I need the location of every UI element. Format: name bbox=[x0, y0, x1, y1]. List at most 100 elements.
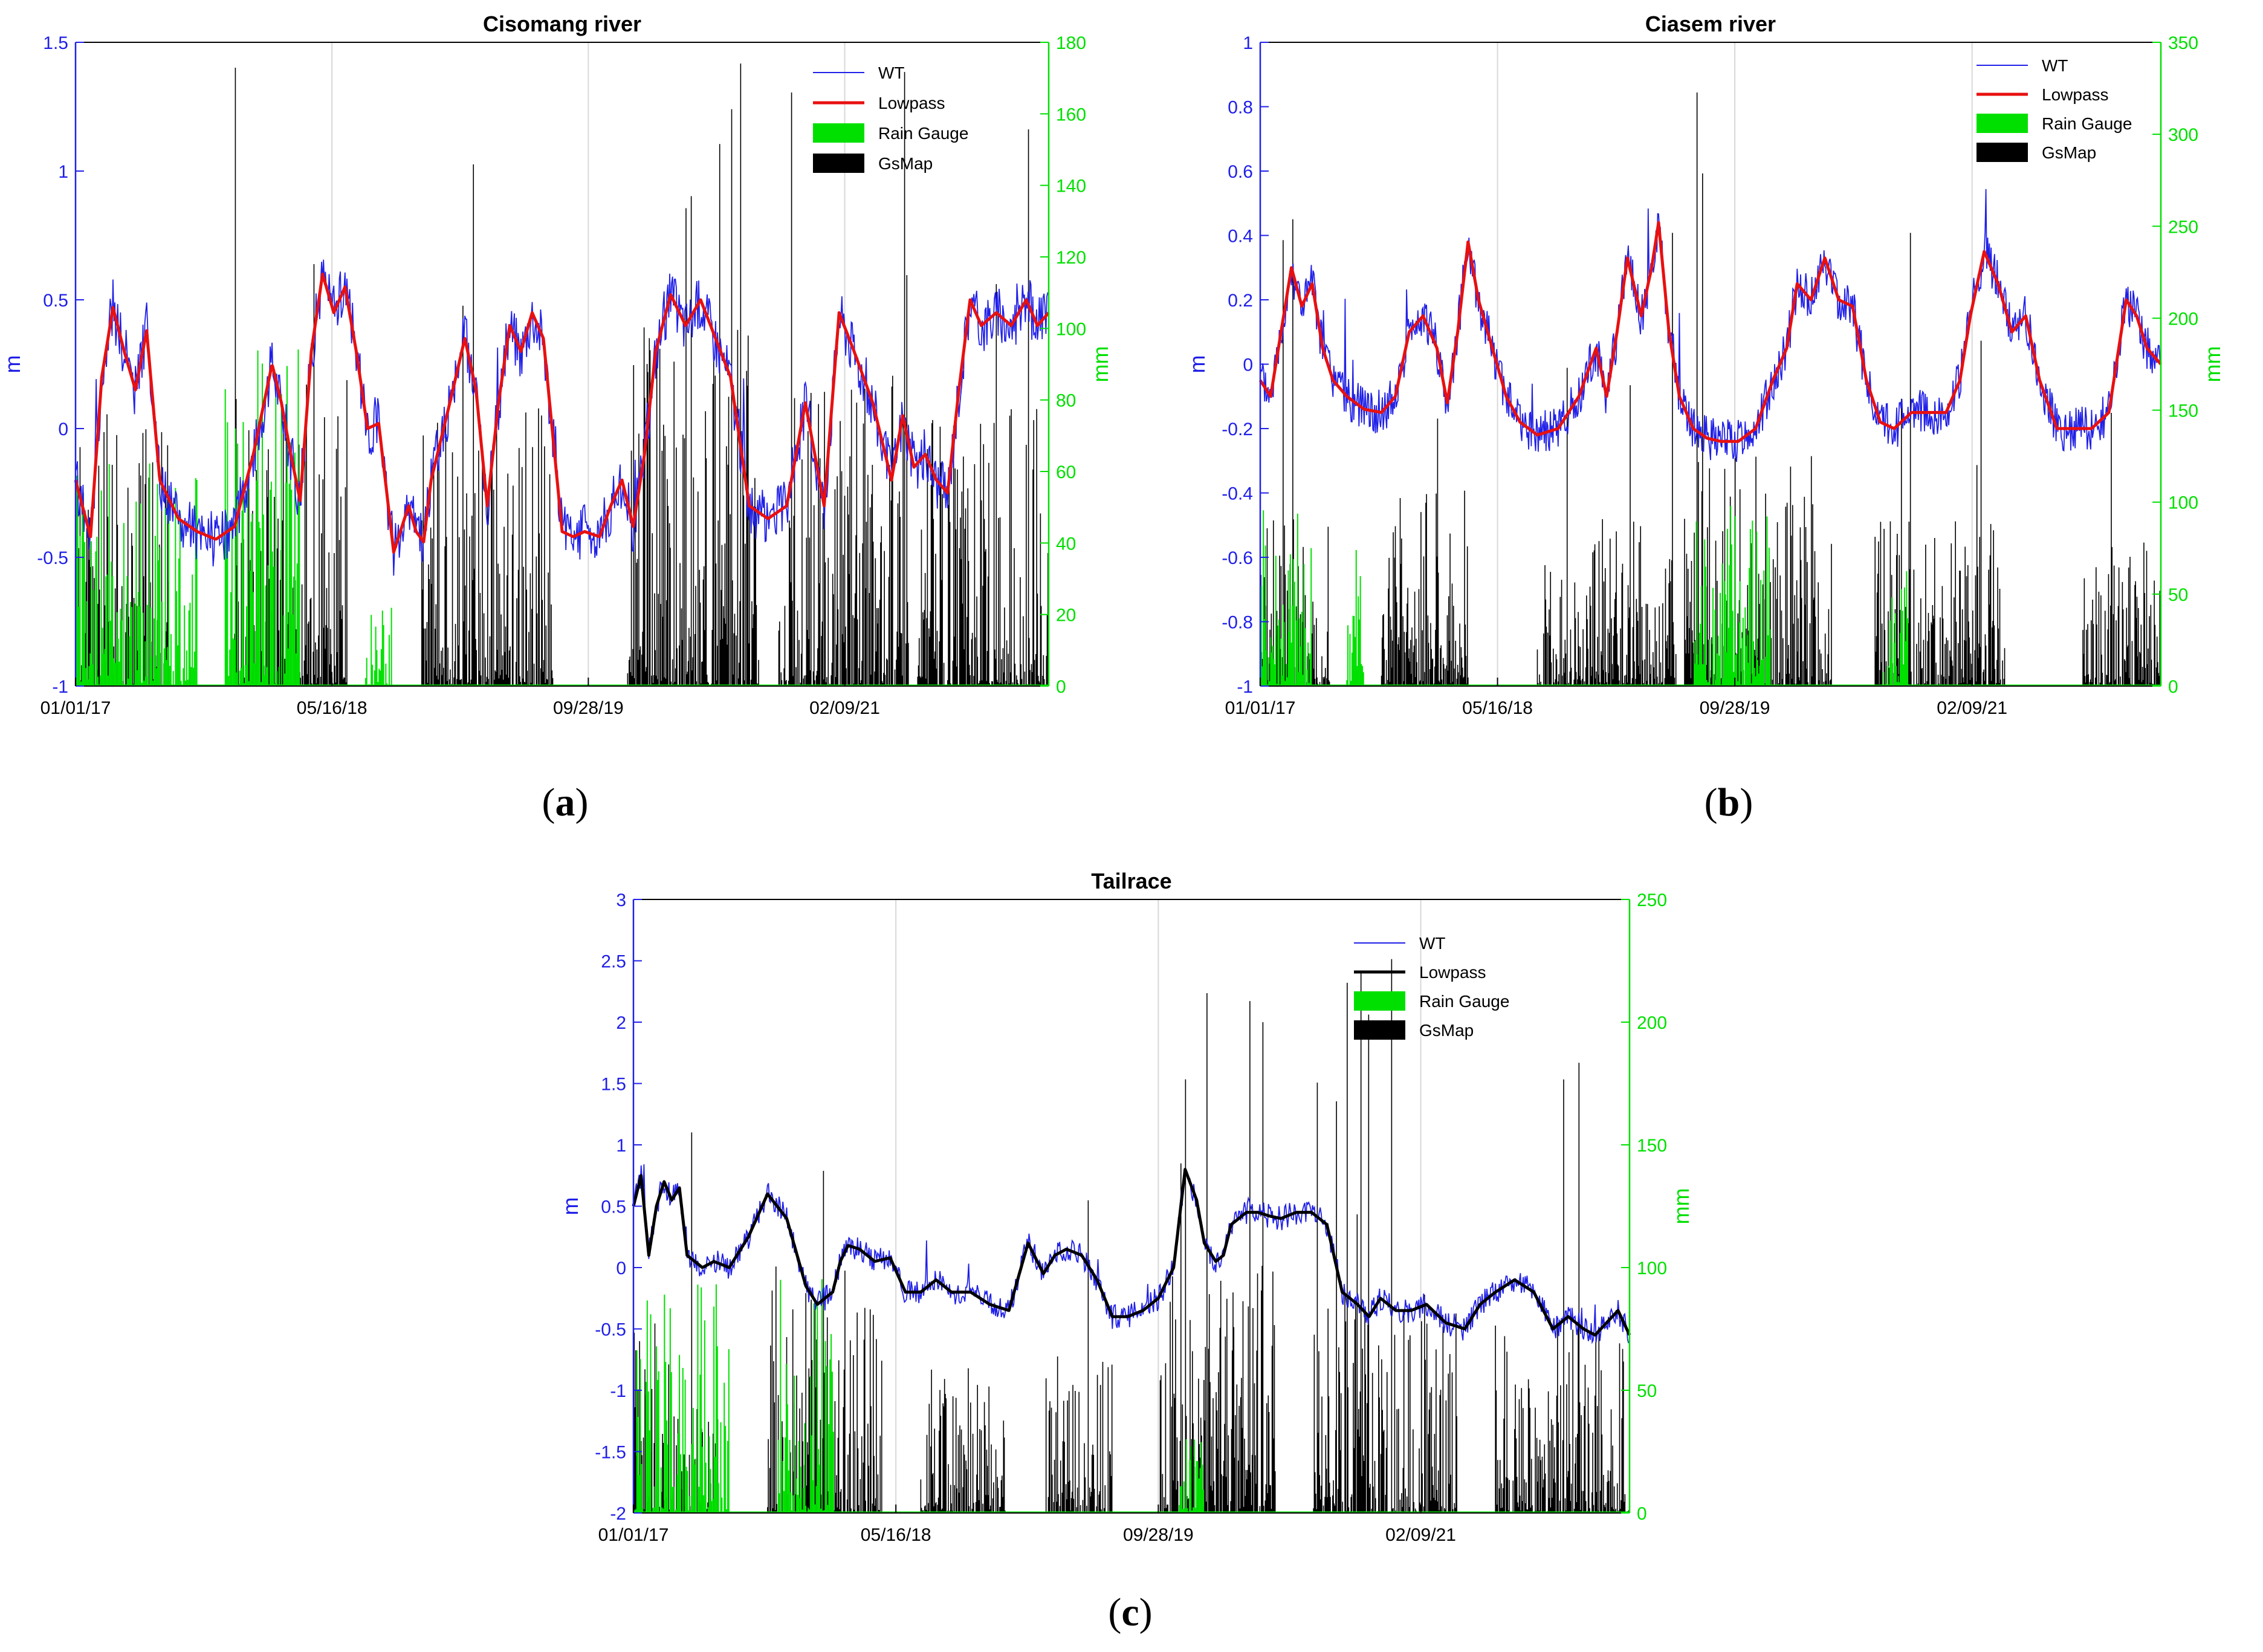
legend-swatch bbox=[1976, 143, 2028, 162]
chart-panel-a: -1 -0.5 0 0.5 1 1.5 0 20 40 60 80 100 120 140 160 180 01… bbox=[0, 0, 1136, 750]
x-tick-label: 02/09/21 bbox=[809, 698, 880, 718]
plot-area: -1 -0.8 -0.6 -0.4 -0.2 0 0.2 0.4 0.6 0.8 1 0 50 100 15… bbox=[1185, 11, 2225, 718]
legend-label: Lowpass bbox=[878, 94, 945, 112]
right-tick-label: 0 bbox=[1637, 1504, 1647, 1524]
left-tick-label: 1 bbox=[616, 1136, 626, 1156]
left-tick-label: 1 bbox=[58, 162, 68, 182]
left-tick-label: 0 bbox=[58, 419, 68, 439]
plot-area: -1 -0.5 0 0.5 1 1.5 0 20 40 60 80 100 120 140 160 180 01… bbox=[0, 11, 1113, 718]
wt-series-line bbox=[633, 1164, 1630, 1344]
left-tick-label: 0 bbox=[1243, 355, 1253, 375]
x-tick-label: 02/09/21 bbox=[1937, 698, 2007, 718]
right-tick-label: 0 bbox=[1056, 677, 1066, 697]
left-axis-label: m bbox=[558, 1197, 583, 1216]
legend-swatch bbox=[813, 123, 864, 143]
legend-swatch bbox=[1976, 114, 2028, 133]
right-tick-label: 160 bbox=[1056, 105, 1086, 125]
left-tick-label: -1 bbox=[610, 1381, 626, 1401]
legend-label: GsMap bbox=[2042, 143, 2096, 162]
right-tick-label: 300 bbox=[2168, 125, 2198, 145]
left-tick-label: 0.2 bbox=[1228, 291, 1253, 311]
left-tick-label: -0.8 bbox=[1222, 613, 1253, 633]
right-tick-label: 20 bbox=[1056, 606, 1076, 626]
lowpass-series-line bbox=[1258, 221, 2162, 443]
right-tick-label: 0 bbox=[2168, 677, 2178, 697]
panel-label-c: (c) bbox=[1108, 1590, 1153, 1634]
right-tick-label: 100 bbox=[2168, 493, 2198, 513]
right-tick-label: 50 bbox=[2168, 585, 2188, 605]
left-tick-label: -1.5 bbox=[595, 1443, 626, 1463]
x-tick-label: 05/16/18 bbox=[297, 698, 367, 718]
right-axis-label: mm bbox=[1088, 346, 1113, 383]
right-tick-label: 80 bbox=[1056, 391, 1076, 411]
left-tick-label: 3 bbox=[616, 890, 626, 910]
left-axis-label: m bbox=[1185, 355, 1209, 374]
legend-label: Rain Gauge bbox=[2042, 114, 2132, 133]
chart-title: Ciasem river bbox=[1645, 11, 1776, 36]
right-axis-label: mm bbox=[2200, 346, 2225, 383]
left-tick-label: 0.5 bbox=[43, 291, 68, 311]
left-tick-label: -1 bbox=[1237, 677, 1253, 697]
left-tick-label: 1 bbox=[1243, 33, 1253, 53]
plot-area: -2 -1.5 -1 -0.5 0 0.5 1 1.5 2 2.5 3 0 50 100 150 200 250… bbox=[558, 869, 1694, 1545]
right-tick-label: 150 bbox=[2168, 401, 2198, 421]
left-tick-label: 2.5 bbox=[601, 952, 626, 972]
chart-ciasem-river: -1 -0.8 -0.6 -0.4 -0.2 0 0.2 0.4 0.6 0.8 1 0 50 100 15… bbox=[1185, 11, 2225, 718]
x-tick-label: 09/28/19 bbox=[553, 698, 624, 718]
left-tick-label: 0.5 bbox=[601, 1197, 626, 1217]
lowpass-series-line bbox=[74, 272, 1050, 554]
legend-label: GsMap bbox=[878, 154, 933, 173]
right-tick-label: 250 bbox=[1637, 890, 1667, 910]
right-tick-label: 200 bbox=[1637, 1013, 1667, 1033]
legend-label: Rain Gauge bbox=[1419, 992, 1509, 1011]
left-tick-label: -0.5 bbox=[595, 1320, 626, 1340]
legend: WT Lowpass Rain Gauge GsMap bbox=[813, 63, 968, 173]
right-tick-label: 200 bbox=[2168, 309, 2198, 329]
legend-swatch bbox=[1354, 1020, 1405, 1040]
left-tick-label: -0.5 bbox=[37, 548, 68, 568]
x-tick-label: 09/28/19 bbox=[1123, 1525, 1194, 1545]
legend-label: GsMap bbox=[1419, 1021, 1474, 1040]
lowpass-series-line bbox=[632, 1168, 1631, 1337]
left-axis-label: m bbox=[0, 355, 25, 374]
panel-label-b: (b) bbox=[1704, 780, 1753, 824]
x-tick-label: 01/01/17 bbox=[40, 698, 111, 718]
right-tick-label: 250 bbox=[2168, 217, 2198, 237]
right-tick-label: 100 bbox=[1056, 319, 1086, 339]
left-tick-label: -0.6 bbox=[1222, 548, 1253, 568]
panel-label-a: (a) bbox=[542, 780, 589, 824]
left-tick-label: 0.4 bbox=[1228, 227, 1253, 247]
wt-series-line bbox=[1260, 189, 2161, 462]
chart-tailrace: -2 -1.5 -1 -0.5 0 0.5 1 1.5 2 2.5 3 0 50 100 150 200 250… bbox=[558, 869, 1694, 1545]
wt-series-line bbox=[75, 259, 1049, 576]
legend-label: Lowpass bbox=[2042, 85, 2109, 104]
legend-swatch bbox=[1354, 991, 1405, 1011]
right-tick-label: 40 bbox=[1056, 534, 1076, 554]
right-tick-label: 100 bbox=[1637, 1258, 1667, 1278]
right-tick-label: 60 bbox=[1056, 462, 1076, 482]
left-tick-label: 1.5 bbox=[43, 33, 68, 53]
legend-label: WT bbox=[878, 63, 905, 82]
chart-panel-c: -2 -1.5 -1 -0.5 0 0.5 1 1.5 2 2.5 3 0 50 100 150 200 250… bbox=[544, 858, 1729, 1584]
rain-gauge-bars bbox=[76, 349, 392, 686]
right-tick-label: 150 bbox=[1637, 1136, 1667, 1156]
legend-label: WT bbox=[2042, 56, 2068, 75]
left-tick-label: -1 bbox=[52, 677, 68, 697]
left-tick-label: 0 bbox=[616, 1258, 626, 1278]
chart-cisomang-river: -1 -0.5 0 0.5 1 1.5 0 20 40 60 80 100 120 140 160 180 01… bbox=[0, 11, 1113, 718]
x-tick-label: 02/09/21 bbox=[1385, 1525, 1456, 1545]
left-tick-label: -0.2 bbox=[1222, 419, 1253, 439]
left-tick-label: 0.8 bbox=[1228, 98, 1253, 118]
legend-swatch bbox=[813, 154, 864, 173]
left-tick-label: 0.6 bbox=[1228, 162, 1253, 182]
rain-gauge-bars bbox=[1260, 506, 1909, 686]
x-tick-label: 05/16/18 bbox=[861, 1525, 931, 1545]
gsmap-bars bbox=[1260, 92, 2161, 686]
gsmap-bars bbox=[633, 959, 1630, 1513]
rain-gauge-bars bbox=[633, 1279, 1205, 1513]
legend-label: WT bbox=[1419, 934, 1446, 953]
x-tick-label: 05/16/18 bbox=[1462, 698, 1533, 718]
legend-label: Rain Gauge bbox=[878, 124, 968, 143]
gsmap-bars bbox=[75, 63, 1049, 686]
legend: WT Lowpass Rain Gauge GsMap bbox=[1354, 934, 1509, 1040]
